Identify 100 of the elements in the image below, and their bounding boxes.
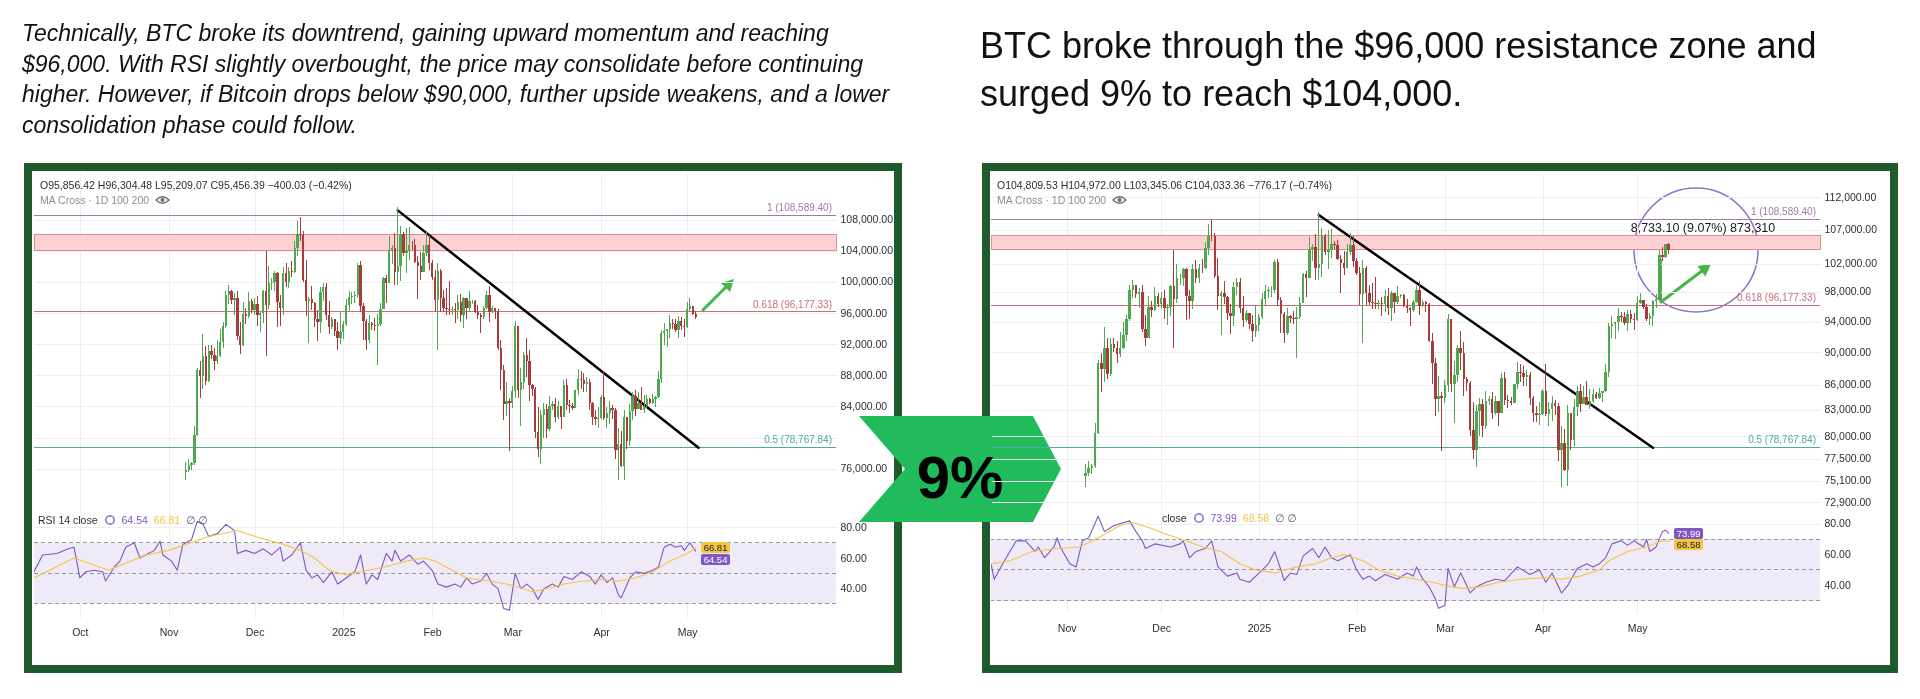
ref-line-label: 0.618 (96,177.33) bbox=[753, 298, 832, 310]
data-label: 73.99 bbox=[1673, 527, 1704, 539]
candlestick bbox=[1251, 314, 1254, 343]
candlestick bbox=[1100, 352, 1103, 393]
x-tick-label: 2025 bbox=[1247, 621, 1272, 634]
y-tick-label: 40.00 bbox=[1824, 578, 1851, 591]
y-tick-label: 104,000.00 bbox=[840, 244, 894, 257]
data-label: 66.81 bbox=[700, 542, 731, 554]
annotation: ∅ ∅ bbox=[1275, 511, 1297, 525]
annotation: ∅ ∅ bbox=[186, 513, 208, 527]
y-tick-label: 76,000.00 bbox=[840, 462, 888, 475]
candlestick bbox=[459, 293, 462, 323]
candlestick bbox=[233, 292, 236, 316]
y-tick-label: 102,000.00 bbox=[1824, 257, 1878, 270]
ref-line-label: 0.5 (78,767.84) bbox=[764, 434, 832, 446]
ref-line-label: 1 (108,589.40) bbox=[1750, 206, 1816, 218]
y-tick-label: 100,000.00 bbox=[840, 275, 894, 288]
text: 9% bbox=[916, 444, 1004, 511]
annotation: 73.99 bbox=[1210, 511, 1237, 525]
y-tick-label: 88,000.00 bbox=[840, 368, 888, 381]
candlestick bbox=[1163, 289, 1166, 320]
chart-title: RSI 14 close bbox=[38, 513, 98, 527]
line-series bbox=[991, 521, 1670, 589]
candlestick bbox=[1292, 310, 1295, 325]
x-tick-label: Oct bbox=[72, 625, 89, 638]
annotation: MA Cross · 1D 100 200 bbox=[997, 193, 1107, 207]
x-tick-label: 2025 bbox=[332, 625, 356, 638]
y-tick-label: 92,000.00 bbox=[840, 337, 888, 350]
candlestick bbox=[213, 347, 216, 371]
text: O95,856.42 H96,304.48 L95,209.07 C95,456.39 −400.03 (−0.42%) bbox=[40, 178, 352, 192]
candlestick bbox=[1632, 312, 1636, 331]
y-tick-label: 112,000.00 bbox=[1824, 190, 1877, 203]
annotation: 66.81 bbox=[153, 513, 181, 527]
candlestick bbox=[1519, 363, 1522, 383]
candlestick bbox=[1349, 232, 1352, 256]
candlestick bbox=[462, 296, 465, 329]
candlestick bbox=[1396, 285, 1399, 305]
x-tick-label: Nov bbox=[1057, 621, 1078, 634]
y-tick-label: 80.00 bbox=[840, 520, 867, 533]
y-tick-label: 84,000.00 bbox=[840, 399, 888, 412]
candlestick bbox=[373, 317, 376, 332]
candlestick bbox=[1084, 463, 1087, 488]
candlestick bbox=[1497, 400, 1500, 427]
candlestick bbox=[370, 321, 374, 331]
x-tick-label: Mar bbox=[503, 625, 523, 638]
candlestick bbox=[1437, 375, 1440, 413]
candlestick bbox=[1103, 326, 1106, 383]
candlestick bbox=[290, 260, 293, 278]
y-tick-label: 72,900.00 bbox=[1824, 495, 1872, 508]
annotation: 8,733.10 (9.07%) 873,310 bbox=[1630, 220, 1776, 236]
candlestick bbox=[508, 397, 511, 452]
data-label: 64.54 bbox=[700, 553, 731, 565]
candlestick bbox=[336, 321, 339, 351]
candlestick bbox=[1219, 290, 1223, 336]
y-tick-label: 86,000.00 bbox=[1824, 378, 1872, 391]
x-tick-label: Dec bbox=[245, 625, 265, 638]
ref-line-label: 0.5 (78,767.84) bbox=[1748, 434, 1816, 446]
y-tick-label: 60.00 bbox=[1824, 548, 1851, 561]
candlestick bbox=[1327, 229, 1330, 270]
candlestick bbox=[1579, 383, 1582, 413]
candlestick bbox=[1481, 398, 1484, 438]
y-tick-label: 98,000.00 bbox=[1824, 285, 1872, 298]
y-tick-label: 60.00 bbox=[840, 551, 867, 564]
line-series bbox=[34, 529, 697, 593]
candlestick bbox=[1440, 391, 1444, 452]
y-tick-label: 96,000.00 bbox=[840, 306, 888, 319]
y-tick-label: 80,000.00 bbox=[1824, 429, 1872, 442]
candlestick bbox=[468, 290, 471, 312]
x-tick-label: Nov bbox=[159, 625, 180, 638]
x-tick-label: May bbox=[677, 625, 699, 638]
y-tick-label: 107,000.00 bbox=[1824, 223, 1878, 236]
ref-line-label: 0.618 (96,177.33) bbox=[1737, 292, 1816, 304]
x-tick-label: May bbox=[1627, 621, 1649, 634]
candlestick bbox=[1522, 365, 1525, 387]
candlestick bbox=[1560, 425, 1563, 488]
candlestick bbox=[1374, 276, 1377, 310]
y-tick-label: 40.00 bbox=[840, 582, 867, 595]
annotation: MA Cross · 1D 100 200 bbox=[40, 193, 150, 207]
annotation: 64.54 bbox=[121, 513, 148, 527]
candlestick bbox=[465, 297, 468, 320]
chart-title: close bbox=[1162, 511, 1187, 525]
x-tick-label: Feb bbox=[423, 625, 442, 638]
y-tick-label: 90,000.00 bbox=[1824, 345, 1872, 358]
candlestick bbox=[405, 227, 408, 274]
x-tick-label: Feb bbox=[1348, 621, 1367, 634]
x-tick-label: Apr bbox=[593, 625, 611, 638]
chart-title: Technically, BTC broke its downtrend, gaining upward momentum and reaching $96,000. With RSI slightly overbought, the price may consolidate before continuing higher. However, if Bitcoin drops below $90,000, further upside weakens, and a lower consolidation phase could follow. bbox=[22, 19, 891, 140]
annotation: 68.58 bbox=[1242, 511, 1270, 525]
candlestick bbox=[385, 274, 388, 304]
y-tick-label: 83,000.00 bbox=[1824, 403, 1872, 416]
y-tick-label: 94,000.00 bbox=[1824, 315, 1872, 328]
chart-subtitle: O104,809.53 H104,972.00 L103,345.06 C104,033.36 −776.17 (−0.74%) bbox=[997, 178, 1333, 192]
candlestick bbox=[402, 231, 405, 257]
data-label: 68.58 bbox=[1673, 539, 1704, 551]
candlestick bbox=[1182, 267, 1185, 287]
candlestick bbox=[273, 270, 276, 292]
ref-line-label: 1 (108,589.40) bbox=[766, 202, 832, 214]
candlestick bbox=[1509, 396, 1513, 406]
x-tick-label: Mar bbox=[1436, 621, 1455, 634]
y-tick-label: 75,100.00 bbox=[1824, 474, 1872, 487]
